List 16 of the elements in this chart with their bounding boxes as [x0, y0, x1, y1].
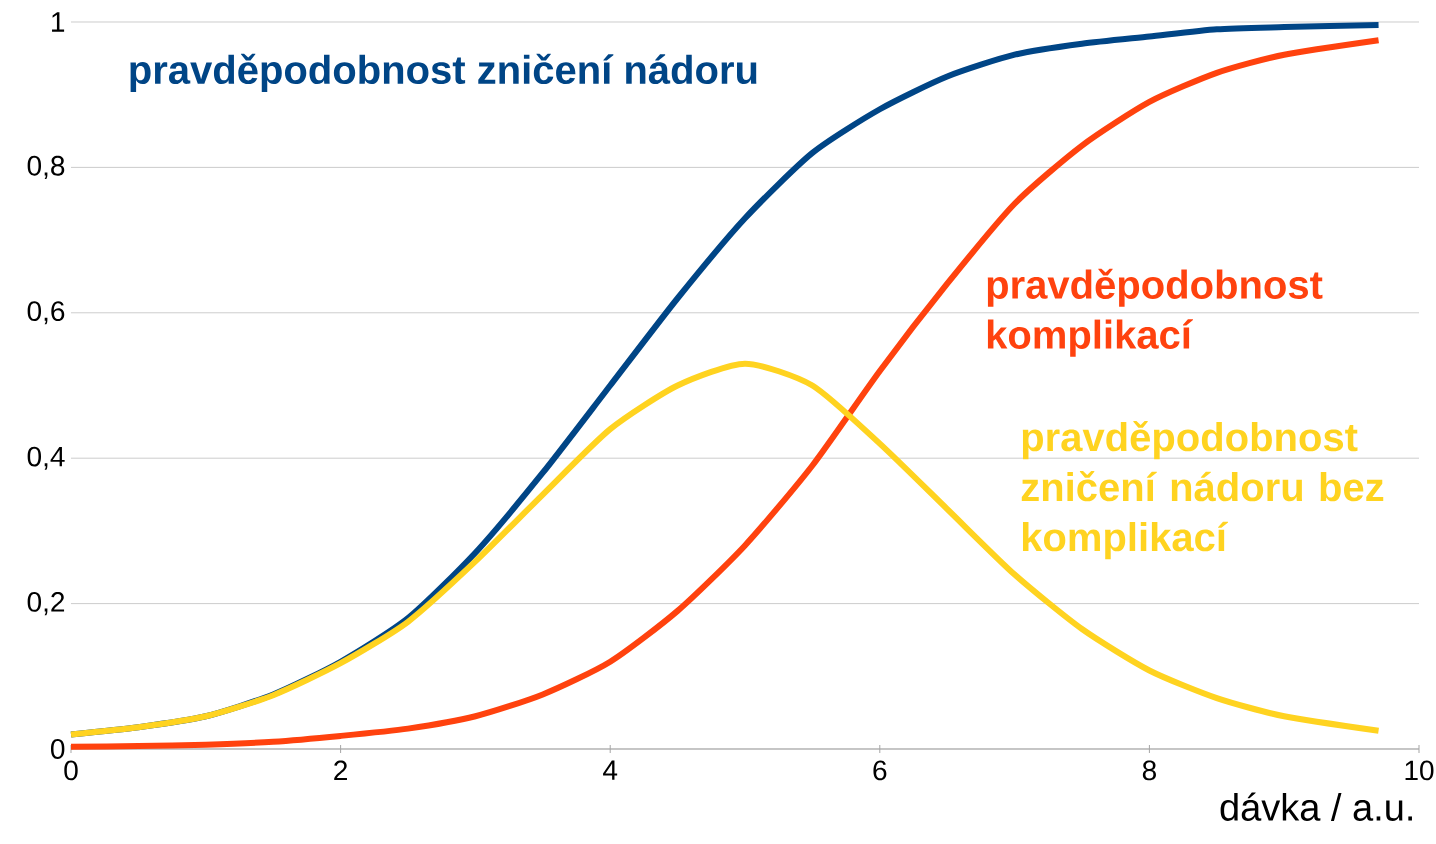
y-tick-label: 0,4: [27, 446, 65, 470]
y-tick-label: 1: [52, 12, 65, 32]
x-tick-label: 4: [603, 760, 618, 780]
x-tick-label: 8: [1142, 760, 1156, 781]
x-tick-label: 0: [64, 760, 78, 781]
x-tick-label: 10: [1405, 760, 1434, 781]
y-tick-label: 0,6: [27, 301, 65, 325]
series-label: pravděpodobnost zničení nádoru bez komplikací: [1021, 421, 1384, 560]
x-tick-label: 2: [334, 760, 347, 781]
series-label: pravděpodobnost komplikací: [987, 268, 1323, 357]
text: pravděpodobnost zničení nádoru: [130, 53, 757, 92]
y-tick-label: 0: [50, 739, 65, 759]
x-axis-title: dávka / a.u.: [1220, 792, 1412, 821]
x-tick-label: 6: [873, 760, 887, 781]
y-tick-label: 0,8: [27, 155, 65, 179]
y-tick-label: 0,2: [27, 592, 65, 616]
